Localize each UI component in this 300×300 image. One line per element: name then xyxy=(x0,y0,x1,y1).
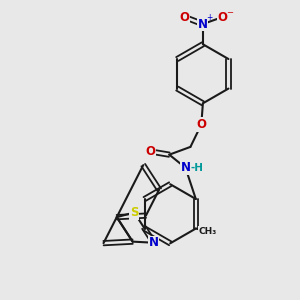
Text: N: N xyxy=(181,161,190,174)
Text: O: O xyxy=(146,145,156,158)
Text: O: O xyxy=(196,118,206,131)
Text: +: + xyxy=(206,13,212,22)
Text: O: O xyxy=(217,11,227,24)
Text: −: − xyxy=(226,8,233,17)
Text: N: N xyxy=(198,17,208,31)
Text: O: O xyxy=(180,11,190,24)
Text: -H: -H xyxy=(191,163,204,173)
Text: CH₃: CH₃ xyxy=(199,226,217,236)
Text: S: S xyxy=(130,206,138,219)
Text: N: N xyxy=(149,236,159,249)
